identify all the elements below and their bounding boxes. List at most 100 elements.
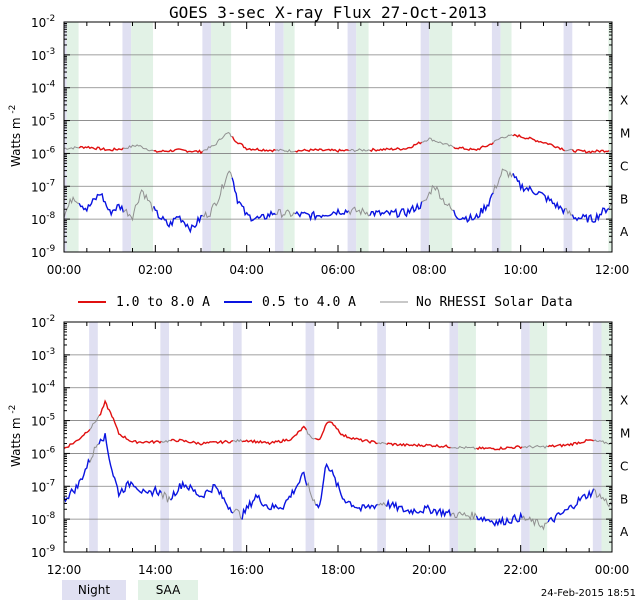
saa-band xyxy=(131,22,154,252)
series-line-long xyxy=(170,438,234,446)
flare-class-label: A xyxy=(620,525,629,539)
series-line-long xyxy=(314,421,378,445)
series-line-short xyxy=(89,443,100,463)
saa-key-label: SAA xyxy=(156,583,181,597)
y-tick-label: 10-8 xyxy=(31,511,56,527)
series-line-short xyxy=(571,207,610,223)
flare-class-label: C xyxy=(620,459,628,473)
flare-class-label: X xyxy=(620,94,628,108)
y-tick-exponent: -4 xyxy=(46,80,55,90)
series-line-short xyxy=(450,511,477,521)
y-tick-label: 10-5 xyxy=(31,413,55,429)
y-tick-label: 10-2 xyxy=(31,14,55,30)
night-band xyxy=(563,22,573,252)
series-line-long xyxy=(123,144,155,152)
series-line-short xyxy=(153,206,203,234)
night-band xyxy=(305,322,315,552)
series-line-short xyxy=(78,192,125,217)
series-line-short xyxy=(475,511,523,527)
flare-class-label: B xyxy=(620,492,628,506)
x-tick-label: 22:00 xyxy=(503,563,538,577)
x-tick-label: 00:00 xyxy=(595,563,630,577)
saa-band xyxy=(356,22,369,252)
series-line-long xyxy=(241,425,308,446)
y-tick-exponent: -6 xyxy=(46,445,55,455)
y-tick-label: 10-3 xyxy=(31,347,55,363)
x-tick-label: 12:00 xyxy=(47,563,82,577)
saa-band xyxy=(601,322,612,552)
night-band xyxy=(202,22,212,252)
saa-band xyxy=(66,22,79,252)
series-line-long xyxy=(386,442,451,449)
series-line-short xyxy=(369,201,423,219)
series-line-long xyxy=(450,445,477,450)
y-tick-label: 10-4 xyxy=(31,380,56,396)
night-key-swatch xyxy=(62,580,126,600)
x-tick-label: 06:00 xyxy=(321,263,356,277)
series-line-short xyxy=(377,501,388,507)
x-tick-label: 08:00 xyxy=(412,263,447,277)
series-line-short xyxy=(547,488,595,524)
x-tick-label: 10:00 xyxy=(503,263,538,277)
flare-class-label: X xyxy=(620,394,628,408)
y-tick-label: 10-9 xyxy=(31,544,56,560)
flare-class-label: B xyxy=(620,192,628,206)
x-tick-label: 12:00 xyxy=(595,263,630,277)
y-axis-label-exponent: -2 xyxy=(8,105,18,114)
night-band xyxy=(449,322,459,552)
y-tick-label: 10-6 xyxy=(31,445,56,461)
series-line-long xyxy=(476,445,523,451)
y-tick-label: 10-2 xyxy=(31,314,55,330)
series-line-long xyxy=(377,441,388,445)
x-tick-label: 18:00 xyxy=(321,563,356,577)
series-line-long xyxy=(89,415,100,430)
saa-band xyxy=(429,22,453,252)
series-line-long xyxy=(453,142,494,152)
night-band xyxy=(377,322,386,552)
y-tick-label: 10-3 xyxy=(31,47,55,63)
y-tick-label: 10-4 xyxy=(31,80,56,96)
series-line-short xyxy=(348,206,371,217)
series-line-long xyxy=(564,148,573,152)
legend-short-label: 0.5 to 4.0 A xyxy=(262,295,356,310)
y-tick-exponent: -6 xyxy=(46,145,55,155)
y-tick-label: 10-8 xyxy=(31,211,56,227)
y-tick-label: 10-7 xyxy=(31,178,55,194)
saa-band xyxy=(211,22,232,252)
series-line-short xyxy=(564,207,573,216)
y-tick-exponent: -3 xyxy=(46,47,55,57)
y-tick-exponent: -7 xyxy=(46,478,55,488)
night-band xyxy=(64,22,67,252)
series-line-short xyxy=(123,189,155,222)
series-line-long xyxy=(571,148,610,154)
night-band xyxy=(122,22,132,252)
series-line-long xyxy=(63,428,91,450)
y-tick-exponent: -5 xyxy=(46,413,55,423)
panel-2: 10-2 10-3 10-4 10-5 10-6 10-7 10-8 10-9 X M C B A Wat… xyxy=(8,314,630,577)
series-line-long xyxy=(512,133,566,152)
night-band xyxy=(420,22,430,252)
night-saa-key: Night SAA xyxy=(62,580,198,600)
y-tick-label: 10-9 xyxy=(31,244,56,260)
series-line-short xyxy=(315,462,379,513)
y-tick-exponent: -9 xyxy=(46,244,55,254)
series-line-short xyxy=(294,207,350,222)
series-line-short xyxy=(521,515,549,531)
series-line-short xyxy=(241,471,308,520)
series-line-long xyxy=(369,141,423,153)
flare-class-label: C xyxy=(620,159,628,173)
series-line-long xyxy=(295,148,349,153)
series-line-short xyxy=(275,209,296,219)
flare-class-label: M xyxy=(620,127,630,141)
series-line-long xyxy=(153,148,204,155)
y-tick-label: 10-5 xyxy=(31,113,55,129)
x-tick-label: 02:00 xyxy=(138,263,173,277)
night-band xyxy=(592,322,602,552)
series-line-long xyxy=(593,439,613,445)
night-key-label: Night xyxy=(78,583,111,597)
y-tick-exponent: -4 xyxy=(46,380,55,390)
night-band xyxy=(274,22,284,252)
legend-norhessi-label: No RHESSI Solar Data xyxy=(416,295,573,310)
night-band xyxy=(347,22,357,252)
